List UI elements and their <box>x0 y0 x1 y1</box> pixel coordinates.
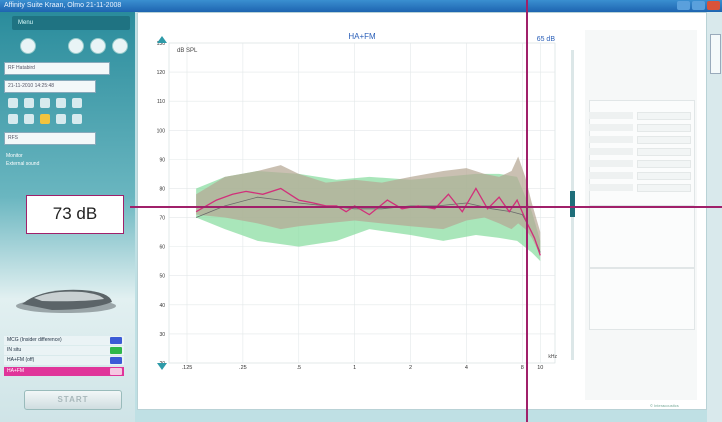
minimize-button[interactable] <box>677 1 690 10</box>
disc-icon[interactable] <box>68 38 84 54</box>
notes-box <box>589 268 695 330</box>
x-tick-label: 1 <box>353 365 356 371</box>
legend-item-3[interactable]: HA+FM <box>4 367 124 376</box>
title-bar: Affinity Suite Kraan, Olmo 21-11-2008 <box>0 0 722 12</box>
y-tick-label: 130 <box>157 41 166 47</box>
x-tick-label: .25 <box>239 365 247 371</box>
x-tick-label: 8 <box>521 365 524 371</box>
monitor-checkbox[interactable]: Monitor <box>6 153 23 159</box>
x-tick-label: 10 <box>537 365 543 371</box>
options-list: Monitor External sound <box>6 152 39 168</box>
close-button[interactable] <box>707 1 720 10</box>
level-slider-thumb[interactable] <box>570 191 575 217</box>
tool-icon-1[interactable] <box>8 98 18 108</box>
vertical-scrollbar[interactable] <box>707 12 722 422</box>
settings-row <box>589 124 693 133</box>
y-tick-label: 60 <box>159 245 165 251</box>
y-tick-label: 70 <box>159 216 165 222</box>
crosshair-vertical <box>526 0 528 422</box>
external-sound-checkbox[interactable]: External sound <box>6 161 40 167</box>
legend-item-0[interactable]: MCG (Insider difference) <box>4 336 124 345</box>
mode-icon-2[interactable] <box>24 114 34 124</box>
legend-swatch <box>110 347 122 354</box>
y-axis-label: dB SPL <box>177 48 198 54</box>
maximize-button[interactable] <box>692 1 705 10</box>
settings-row <box>589 112 693 121</box>
y-tick-label: 120 <box>157 70 166 76</box>
y-tick-label: 100 <box>157 128 166 134</box>
footer-text: © Interacoustics <box>650 403 679 408</box>
scrollbar-thumb[interactable] <box>710 34 721 74</box>
settings-row <box>589 160 693 169</box>
legend-swatch <box>110 368 122 375</box>
response-chart[interactable]: 1301201101009080706050403020 .125.25.512… <box>137 30 582 375</box>
session-combo[interactable]: 21-11-2010 14:25:48 <box>4 80 96 93</box>
x-tick-label: 4 <box>465 365 468 371</box>
x-tick-label: 2 <box>409 365 412 371</box>
chart-title: HA+FM <box>348 32 376 41</box>
settings-row <box>589 184 693 193</box>
legend-item-2[interactable]: HA+FM (off) <box>4 356 124 365</box>
y-tick-label: 80 <box>159 186 165 192</box>
mode-icon-1[interactable] <box>8 114 18 124</box>
mode-icon-4[interactable] <box>56 114 66 124</box>
x-tick-label: .5 <box>296 365 301 371</box>
level-readout: 73 dB <box>26 195 124 234</box>
globe-icon[interactable] <box>112 38 128 54</box>
start-button[interactable]: START <box>24 390 122 410</box>
legend-swatch <box>110 337 122 344</box>
crosshair-horizontal <box>130 206 722 208</box>
ear-icon[interactable] <box>20 38 36 54</box>
y-tick-label: 40 <box>159 303 165 309</box>
menu-label: Menu <box>18 20 34 26</box>
range-band <box>196 156 541 256</box>
x-axis-label: kHz <box>548 354 557 360</box>
y-tick-label: 110 <box>157 99 165 105</box>
tool-icon-5[interactable] <box>72 98 82 108</box>
legend-swatch <box>110 357 122 364</box>
top-right-level: 65 dB <box>537 36 556 43</box>
info-box <box>589 206 695 268</box>
mode-icon-5[interactable] <box>72 114 82 124</box>
tool-icon-2[interactable] <box>24 98 34 108</box>
settings-row <box>589 172 693 181</box>
y-tick-label: 90 <box>159 157 165 163</box>
tool-icon-3[interactable] <box>40 98 50 108</box>
mode-icon-3[interactable] <box>40 114 50 124</box>
menu-button[interactable]: Menu <box>12 16 130 30</box>
x-tick-label: .125 <box>182 365 193 371</box>
save-icon[interactable] <box>90 38 106 54</box>
device-image <box>16 289 116 313</box>
settings-row <box>589 148 693 157</box>
y-tick-labels: 1301201101009080706050403020 <box>157 41 166 367</box>
range-bands <box>196 156 541 262</box>
window-title: Affinity Suite Kraan, Olmo 21-11-2008 <box>4 2 122 9</box>
fitting-combo[interactable]: RF Hatabird <box>4 62 110 75</box>
scroll-up-icon[interactable] <box>157 36 167 43</box>
tool-icon-4[interactable] <box>56 98 66 108</box>
legend-item-1[interactable]: IN situ <box>4 346 124 355</box>
x-tick-labels: .125 .25 .5 1 2 4 8 10 <box>182 365 544 371</box>
program-combo[interactable]: RFS <box>4 132 96 145</box>
scroll-down-icon[interactable] <box>157 363 167 370</box>
settings-row <box>589 136 693 145</box>
right-panel <box>585 30 697 400</box>
y-tick-label: 50 <box>159 274 165 280</box>
y-tick-label: 30 <box>159 332 165 338</box>
